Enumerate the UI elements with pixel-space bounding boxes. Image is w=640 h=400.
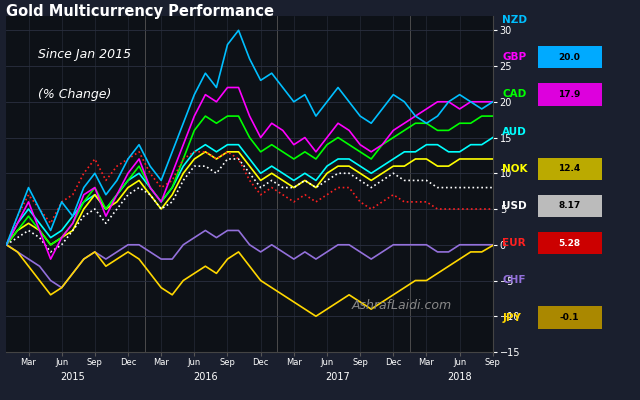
Text: 2016: 2016 xyxy=(193,372,218,382)
Text: CAD: CAD xyxy=(502,89,527,99)
Text: 20.0: 20.0 xyxy=(559,53,580,62)
Text: USD: USD xyxy=(502,201,527,211)
Text: 8.17: 8.17 xyxy=(559,202,580,210)
Text: GBP: GBP xyxy=(502,52,527,62)
Text: NZD: NZD xyxy=(502,15,527,25)
Text: 2018: 2018 xyxy=(447,372,472,382)
Text: CHF: CHF xyxy=(502,276,526,286)
Text: 17.9: 17.9 xyxy=(559,90,580,99)
Text: Since Jan 2015: Since Jan 2015 xyxy=(38,48,132,61)
Text: 5.28: 5.28 xyxy=(559,239,580,248)
Text: EUR: EUR xyxy=(502,238,526,248)
Text: 2015: 2015 xyxy=(60,372,85,382)
Text: 12.4: 12.4 xyxy=(559,164,580,173)
Text: NOK: NOK xyxy=(502,164,528,174)
Text: (% Change): (% Change) xyxy=(38,88,112,101)
Text: AshrafLaidi.com: AshrafLaidi.com xyxy=(352,299,452,312)
Text: 2017: 2017 xyxy=(326,372,351,382)
Text: Gold Multicurrency Performance: Gold Multicurrency Performance xyxy=(6,4,275,19)
Text: JPY: JPY xyxy=(502,313,521,322)
Text: -0.1: -0.1 xyxy=(560,313,579,322)
Text: AUD: AUD xyxy=(502,126,527,137)
